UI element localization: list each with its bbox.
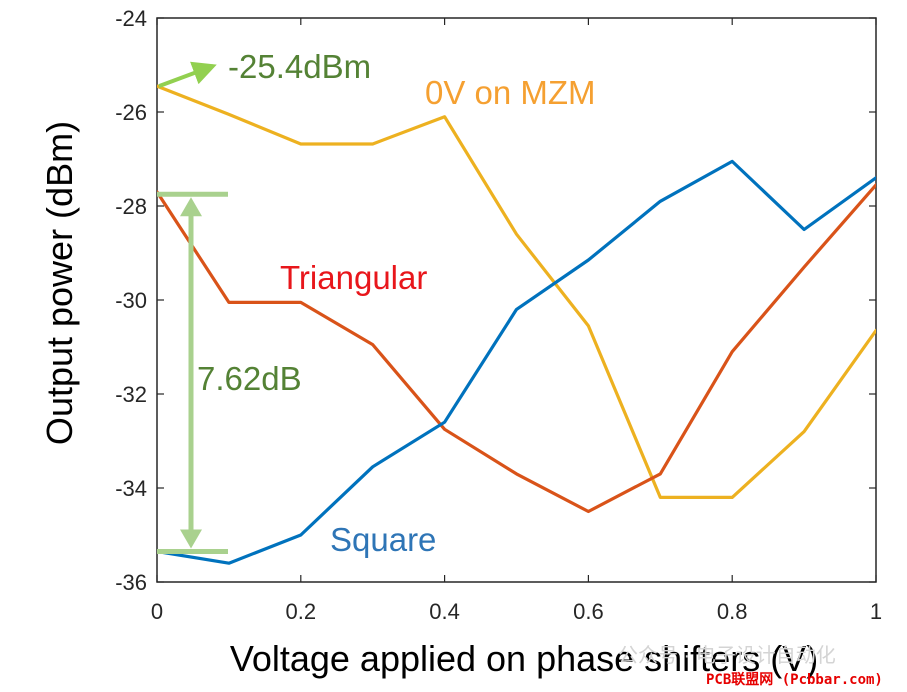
x-tick-label: 0.4 <box>429 599 460 624</box>
annotation-layer <box>157 61 228 554</box>
series-label-0v-on-mzm: 0V on MZM <box>425 74 596 111</box>
x-axis-title: Voltage applied on phase shifters (V) <box>230 638 818 679</box>
series-line-square <box>157 159 876 565</box>
annotation-extinction: 7.62dB <box>197 360 302 397</box>
y-tick-label: -32 <box>115 382 147 407</box>
y-axis: -24 -26 -28 -30 -32 -34 -36 <box>115 6 876 595</box>
series-line-triangular <box>157 183 876 514</box>
y-tick-label: -26 <box>115 100 147 125</box>
y-tick-label: -30 <box>115 288 147 313</box>
series-label-triangular: Triangular <box>280 259 427 296</box>
extinction-arrow-head-down <box>180 529 202 549</box>
series-line-0v-on-mzm <box>157 84 876 499</box>
annotation-max-power: -25.4dBm <box>228 48 371 85</box>
x-tick-label: 0.6 <box>573 599 604 624</box>
y-tick-label: -34 <box>115 476 147 501</box>
series-label-square: Square <box>330 521 436 558</box>
x-tick-label: 0 <box>151 599 163 624</box>
x-axis: 0 0.2 0.4 0.6 0.8 1 <box>151 18 882 624</box>
x-tick-label: 0.8 <box>717 599 748 624</box>
y-tick-label: -36 <box>115 570 147 595</box>
max-power-arrow <box>158 61 217 89</box>
y-tick-label: -28 <box>115 194 147 219</box>
x-tick-label: 1 <box>870 599 882 624</box>
watermark-site: PCB联盟网 (Pcbbar.com) <box>706 672 883 688</box>
series-layer <box>157 84 876 565</box>
y-tick-label: -24 <box>115 6 147 31</box>
y-axis-title: Output power (dBm) <box>39 121 80 445</box>
extinction-arrow-head-up <box>180 197 202 217</box>
x-tick-label: 0.2 <box>286 599 317 624</box>
watermark-text: 公众号 · 电子设计自动化 <box>618 644 836 667</box>
